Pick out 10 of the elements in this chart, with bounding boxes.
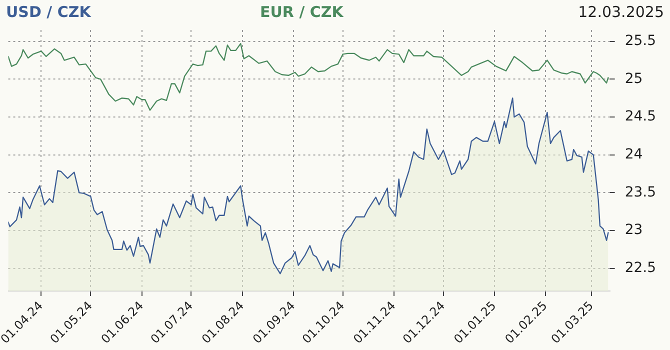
y-tick-label: 23 [624,222,643,238]
y-tick-label: 22.5 [624,260,656,276]
y-tick-label: 23.5 [624,184,656,200]
y-tick-label: 25 [624,70,643,87]
series-label: EUR / CZK [260,3,344,21]
y-tick-label: 24 [624,146,643,162]
text: USD / CZK [6,3,91,21]
text: 12.03.2025 [578,3,664,21]
y-tick-label: 24.5 [624,108,656,125]
y-tick-label: 25.5 [624,32,656,49]
